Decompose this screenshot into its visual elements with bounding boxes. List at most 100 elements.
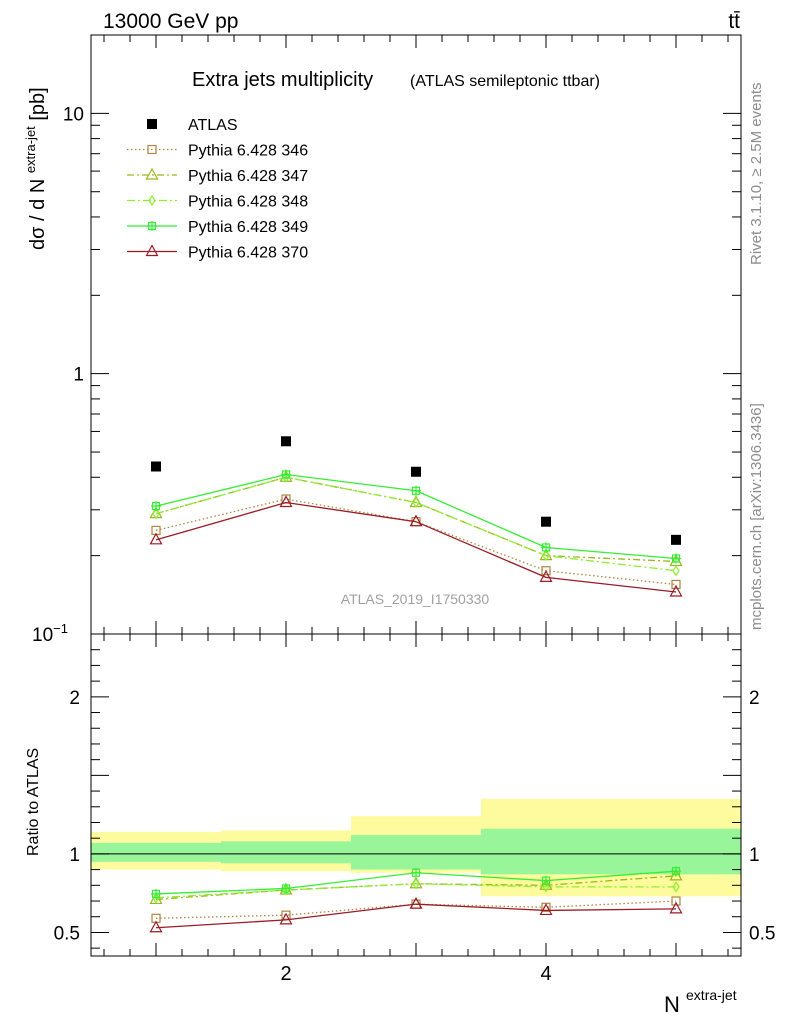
data-point-main <box>281 469 291 480</box>
ratio-y-axis-label: Ratio to ATLAS <box>25 748 42 856</box>
data-point-main <box>671 579 681 590</box>
ratio-band-inner <box>221 841 352 864</box>
series-atlas <box>151 436 681 545</box>
data-point-ratio <box>149 920 163 933</box>
data-point-ratio <box>412 878 420 890</box>
data-point-ratio <box>669 901 683 914</box>
legend-label: Pythia 6.428 346 <box>188 143 308 160</box>
series-line-ratio <box>155 883 676 899</box>
legend-marker <box>148 194 156 207</box>
xlabel-text: N <box>664 992 680 1017</box>
data-point-ratio <box>409 896 423 909</box>
data-point-ratio <box>671 866 681 877</box>
ylabel-unit: [pb] <box>27 87 49 120</box>
legend-label: Pythia 6.428 349 <box>188 219 308 236</box>
data-point-ratio <box>671 896 681 906</box>
analysis-watermark: ATLAS_2019_I1750330 <box>341 591 490 607</box>
ratio-band-inner <box>351 835 482 870</box>
legend-label: Pythia 6.428 347 <box>188 168 308 185</box>
y-tick-label-ratio-right: 1 <box>749 845 760 866</box>
data-point-ratio <box>279 912 293 925</box>
data-point-ratio <box>672 881 680 893</box>
series-348 <box>152 471 680 904</box>
y-tick-label-exponent: −1 <box>53 621 68 636</box>
data-point-ratio <box>542 881 550 893</box>
data-point-main <box>151 461 161 472</box>
chart-title: Extra jets multiplicity <box>192 69 373 91</box>
x-tick-label: 4 <box>540 963 551 985</box>
y-tick-label-ratio: 0.5 <box>54 923 80 944</box>
legend-entry: Pythia 6.428 370 <box>127 244 308 262</box>
data-point-main <box>541 516 551 527</box>
data-point-ratio <box>281 883 291 894</box>
y-tick-label-main: 10 <box>63 104 84 125</box>
main-y-axis-label: dσ / d N extra-jet [pb] <box>23 87 49 250</box>
y-tick-label-main: 1 <box>73 365 84 386</box>
y-tick-label-ratio-right: 0.5 <box>749 923 775 944</box>
ratio-uncertainty-bands <box>91 798 742 897</box>
ratio-band-inner <box>481 828 612 875</box>
data-point-ratio <box>281 910 291 920</box>
legend-marker <box>147 144 157 155</box>
data-point-ratio <box>411 867 421 878</box>
series-line-main <box>155 476 677 563</box>
ylabel-text: dσ / d N <box>27 179 49 250</box>
data-point-main <box>541 542 551 553</box>
legend-marker <box>145 244 159 257</box>
chart-subtitle: (ATLAS semileptonic ttbar) <box>410 73 600 90</box>
data-point-main <box>411 485 421 496</box>
data-point-main <box>279 495 293 508</box>
data-point-main <box>149 532 163 545</box>
data-point-main <box>411 466 421 477</box>
data-point-main <box>671 534 681 545</box>
x-tick-label: 2 <box>280 963 291 985</box>
data-point-main <box>539 570 553 582</box>
y-tick-label-ratio-right: 2 <box>749 688 760 709</box>
data-point-main <box>671 553 681 564</box>
data-point-ratio <box>541 875 551 886</box>
data-point-ratio <box>539 903 553 916</box>
data-point-main <box>541 566 551 576</box>
legend: ATLAS Pythia 6.428 346 Pythia 6.428 347 Pyt… <box>127 117 308 262</box>
process-label: 13000 GeV pp <box>103 10 238 33</box>
y-tick-label-ratio: 2 <box>69 688 80 709</box>
legend-marker <box>147 221 157 231</box>
legend-label: Pythia 6.428 370 <box>188 245 308 262</box>
data-point-main <box>409 514 423 527</box>
legend-entry: Pythia 6.428 346 <box>127 143 308 160</box>
series-line-ratio <box>155 903 677 929</box>
data-point-main <box>152 508 160 520</box>
ylabel-superscript: extra-jet <box>23 126 38 173</box>
data-point-main <box>672 565 680 577</box>
legend-entry: Pythia 6.428 347 <box>127 167 308 185</box>
series-370 <box>149 495 683 933</box>
series-349 <box>151 469 681 899</box>
data-point-main <box>669 584 683 597</box>
data-point-main <box>542 550 550 562</box>
legend-entry: ATLAS <box>147 117 238 134</box>
xlabel-superscript: extra-jet <box>686 987 737 1003</box>
y-tick-label-ratio: 1 <box>69 845 80 866</box>
data-point-main <box>412 496 420 509</box>
rivet-version-label: Rivet 3.1.10, ≥ 2.5M events <box>748 83 765 266</box>
series-line-main <box>155 498 677 586</box>
series-line-main <box>155 501 677 593</box>
data-point-ratio <box>151 888 161 899</box>
data-point-ratio <box>152 892 160 904</box>
series-line-main <box>155 476 677 572</box>
data-point-main <box>281 436 291 447</box>
series-layer <box>149 436 683 933</box>
y-tick-label-main: 10−1 <box>32 621 68 646</box>
legend-marker <box>147 119 157 129</box>
ratio-band-inner <box>91 842 222 862</box>
final-state-label: tt̄ <box>728 10 740 33</box>
x-axis-label: N extra-jet <box>664 987 737 1017</box>
legend-label: Pythia 6.428 348 <box>188 194 308 211</box>
legend-marker <box>145 167 159 180</box>
data-point-main <box>151 501 161 512</box>
legend-label: ATLAS <box>188 117 238 134</box>
data-point-main <box>282 471 290 483</box>
legend-entry: Pythia 6.428 349 <box>127 219 308 236</box>
mcplots-label: mcplots.cern.ch [arXiv:1306.3436] <box>748 403 765 630</box>
